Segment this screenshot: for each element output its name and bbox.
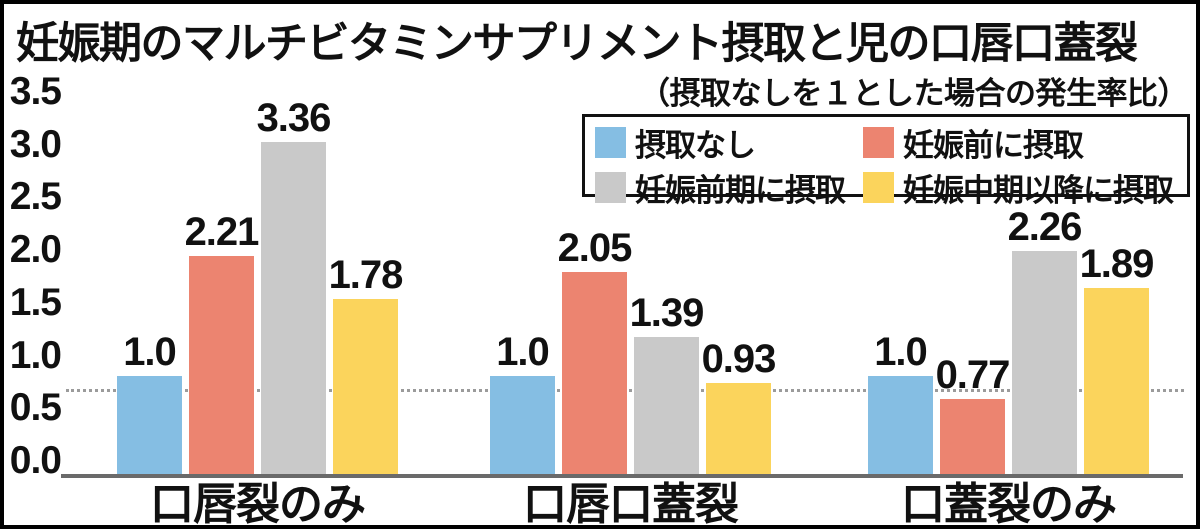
bar-1-3	[261, 142, 326, 475]
legend-swatch-red-icon	[863, 127, 894, 158]
category-label: 口蓋裂のみ	[901, 480, 1117, 529]
bar-value-label: 1.0	[123, 330, 177, 374]
legend-label: 妊娠中期以降に摂取	[903, 173, 1174, 208]
bar-2-3	[634, 337, 699, 475]
chart-subtitle: （摂取なしを１とした場合の発生率比）	[639, 76, 1189, 111]
y-axis-tick-label: 3.5	[9, 70, 62, 113]
legend-item-before-pregnancy: 妊娠前に摂取	[863, 120, 1181, 165]
bar-2-1	[490, 376, 555, 475]
chart-title: 妊娠期のマルチビタミンサプリメント摂取と児の口唇口蓋裂	[16, 20, 1138, 68]
y-axis-tick-label: 0.0	[9, 438, 62, 482]
bar-value-label: 0.77	[935, 353, 1011, 397]
bar-1-1	[117, 376, 182, 475]
legend-label: 妊娠前に摂取	[903, 128, 1084, 163]
bar-value-label: 3.36	[256, 96, 332, 140]
legend-label: 妊娠前期に摂取	[635, 173, 846, 208]
legend-item-no-intake: 摂取なし	[595, 120, 863, 165]
bar-value-label: 2.26	[1007, 205, 1083, 249]
y-axis-tick-label: 3.0	[9, 122, 62, 166]
legend-item-early-pregnancy: 妊娠前期に摂取	[595, 165, 863, 210]
bar-1-4	[333, 299, 398, 475]
bar-value-label: 1.39	[629, 291, 705, 335]
bar-3-2	[940, 399, 1005, 475]
bar-3-1	[868, 376, 933, 475]
bar-value-label: 1.89	[1079, 242, 1155, 286]
y-axis-tick-label: 2.0	[9, 228, 62, 272]
bar-value-label: 1.0	[496, 330, 550, 374]
bar-value-label: 1.0	[874, 330, 928, 374]
legend: 摂取なし 妊娠前に摂取 妊娠前期に摂取 妊娠中期以降に摂取	[582, 114, 1190, 208]
bar-value-label: 2.05	[557, 226, 633, 270]
x-axis-baseline	[61, 474, 1183, 478]
category-label: 口唇裂のみ	[150, 480, 366, 529]
y-axis-tick-label: 0.5	[9, 386, 62, 430]
bar-value-label: 2.21	[184, 210, 260, 254]
legend-label: 摂取なし	[635, 128, 756, 163]
y-axis-tick-label: 1.5	[9, 280, 62, 324]
y-axis-tick-label: 2.5	[9, 175, 62, 219]
legend-swatch-blue-icon	[595, 127, 626, 158]
category-label: 口唇口蓋裂	[523, 480, 739, 529]
bar-3-4	[1084, 288, 1149, 475]
y-axis-tick-label: 1.0	[9, 333, 62, 377]
legend-item-mid-late-pregnancy: 妊娠中期以降に摂取	[863, 165, 1181, 210]
legend-swatch-yellow-icon	[863, 172, 894, 203]
bar-2-4	[706, 383, 771, 475]
bar-3-3	[1012, 251, 1077, 475]
bar-value-label: 0.93	[701, 337, 777, 381]
bar-chart-plot-area: 3.5 3.0 2.5 2.0 1.5 1.0 0.5 0.0 1.0 2.21 3.36 1.78 口…	[4, 4, 1196, 525]
bar-2-2	[562, 272, 627, 475]
legend-swatch-gray-icon	[595, 172, 626, 203]
bar-value-label: 1.78	[328, 253, 404, 297]
bar-1-2	[189, 256, 254, 475]
